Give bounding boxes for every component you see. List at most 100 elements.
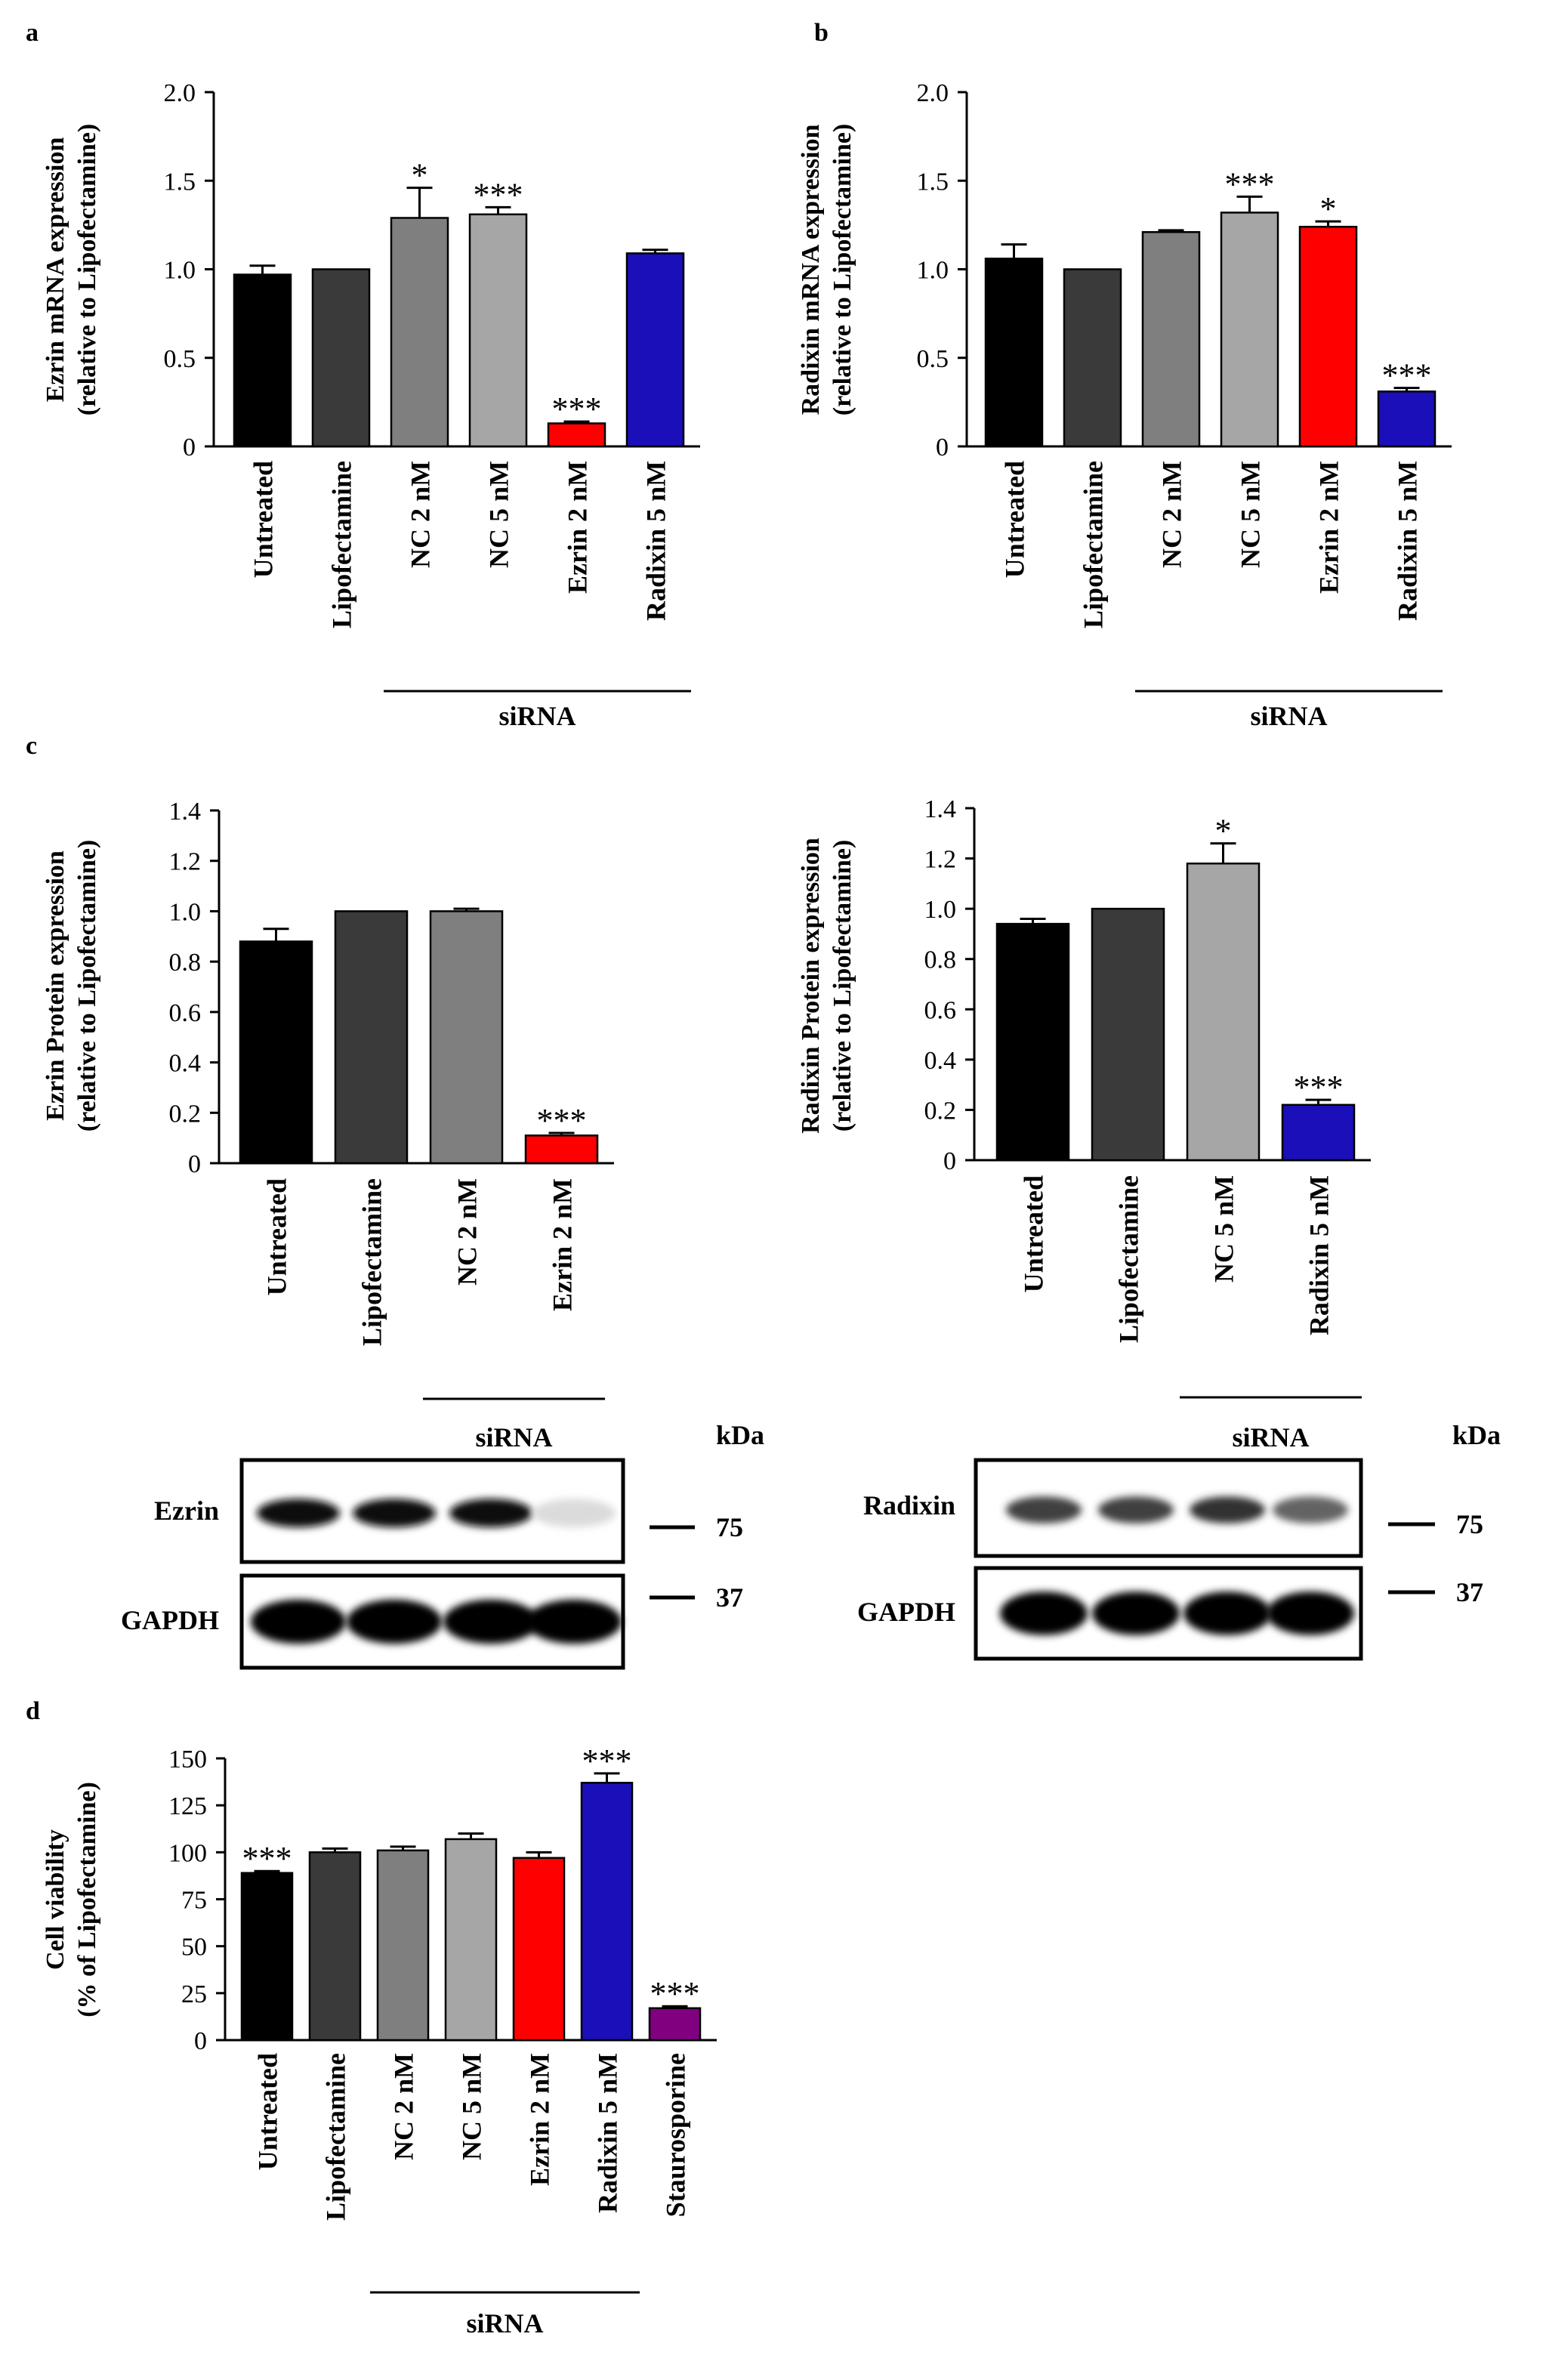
y-tick-label: 0.2	[924, 1097, 957, 1125]
x-category-label: Lipofectamine	[1114, 1175, 1144, 1343]
blot-band	[1000, 1591, 1088, 1635]
y-tick-label: 125	[168, 1792, 207, 1820]
chart-d-cell-viability: 0 25 50 75 100 125 150 Cell viability (% of Lipo…	[42, 1743, 717, 2338]
blot-band	[1273, 1496, 1348, 1523]
bar	[429, 910, 504, 1165]
y-tick-label: 1.2	[924, 846, 957, 874]
significance-label: ***	[1294, 1069, 1344, 1106]
y-tick-label: 75	[181, 1887, 207, 1915]
y-tick-label: 0	[943, 1147, 956, 1175]
y-tick-label: 1.0	[917, 257, 949, 285]
panel-letter-c: c	[26, 732, 37, 760]
western-blot-radixin: Radixin GAPDH kDa 75 37	[857, 1420, 1501, 1661]
bar	[1220, 211, 1279, 448]
marker-label: 75	[716, 1512, 743, 1542]
bar	[390, 217, 449, 448]
x-category-label: NC 2 nM	[389, 2053, 419, 2160]
chart-a-ezrin-mrna: 0 0.5 1.0 1.5 2.0 Ezrin mRNA expression (relat…	[42, 79, 700, 731]
y-tick-label: 2.0	[917, 79, 949, 107]
y-tick-label: 0	[183, 434, 196, 461]
y-axis-title-line2: (relative to Lipofectamine)	[73, 124, 101, 415]
y-tick-label: 1.5	[164, 168, 196, 196]
blot-band	[257, 1499, 340, 1528]
x-category-label: Ezrin 2 nM	[1314, 461, 1344, 594]
bar	[625, 252, 685, 448]
y-tick-label: 25	[181, 1980, 207, 2008]
blot-loading-control-label: GAPDH	[857, 1597, 955, 1627]
marker-label: 37	[716, 1582, 743, 1613]
y-axis-title: Cell viability (% of Lipofectamine)	[42, 1782, 101, 2017]
y-axis-title-line1: Cell viability	[42, 1829, 69, 1970]
y-tick-label: 0.8	[924, 946, 957, 974]
y-axis-title-line1: Ezrin Protein expression	[42, 850, 69, 1121]
bar	[233, 273, 292, 448]
x-category-label: NC 2 nM	[452, 1178, 483, 1286]
blot-band	[526, 1599, 622, 1644]
panel-letter-a: a	[26, 19, 39, 47]
significance-label: ***	[650, 1975, 700, 2012]
blot-band	[532, 1499, 616, 1528]
y-axis-title-line2: (relative to Lipofectamine)	[829, 840, 856, 1131]
bar	[524, 1134, 599, 1165]
x-category-label: Radixin 5 nM	[1304, 1175, 1335, 1335]
y-tick-label: 1.0	[164, 257, 196, 285]
chart-c-radixin-protein: 0 0.2 0.4 0.6 0.8 1.0 1.2 1.4 Radixin Protein ex…	[797, 795, 1371, 1452]
x-category-label: Ezrin 2 nM	[563, 461, 593, 594]
y-tick-label: 1.0	[924, 896, 957, 924]
significance-label: ***	[474, 176, 523, 213]
blot-band	[1190, 1496, 1265, 1523]
western-blot-ezrin: Ezrin GAPDH kDa 75 37	[121, 1420, 764, 1670]
blot-band	[1006, 1496, 1082, 1523]
blot-band	[1183, 1591, 1271, 1635]
panel-letter-d: d	[26, 1697, 40, 1725]
kda-title: kDa	[1452, 1420, 1501, 1450]
blot-band	[1098, 1496, 1174, 1523]
bar	[1141, 231, 1201, 448]
y-tick-label: 1.5	[917, 168, 949, 196]
bar	[1186, 862, 1261, 1162]
y-axis-title-line2: (% of Lipofectamine)	[73, 1782, 101, 2017]
panel-letter-b: b	[814, 19, 829, 47]
bar	[468, 213, 528, 448]
y-tick-label: 0.5	[917, 345, 949, 373]
y-tick-label: 0.5	[164, 345, 196, 373]
y-axis-title: Ezrin Protein expression (relative to Lip…	[42, 840, 101, 1131]
x-category-label: NC 5 nM	[1236, 461, 1266, 568]
y-axis-title-line1: Radixin Protein expression	[797, 838, 825, 1134]
blot-band	[449, 1499, 532, 1528]
y-tick-label: 0	[936, 434, 949, 461]
y-tick-label: 1.4	[924, 795, 957, 823]
y-tick-label: 0	[188, 1150, 201, 1178]
blot-band	[251, 1599, 346, 1644]
x-category-label: NC 2 nM	[1157, 461, 1187, 568]
bar	[1298, 225, 1358, 448]
bar	[1091, 907, 1165, 1162]
x-category-label: Untreated	[248, 461, 279, 578]
y-tick-label: 50	[181, 1934, 207, 1962]
blot-band	[1267, 1591, 1354, 1635]
y-tick-label: 150	[168, 1746, 207, 1773]
x-category-label: NC 5 nM	[484, 461, 514, 568]
significance-label: *	[412, 157, 428, 194]
y-axis-title-line1: Ezrin mRNA expression	[42, 137, 69, 403]
y-tick-label: 0.4	[169, 1050, 202, 1078]
x-category-label: Lipofectamine	[327, 461, 357, 628]
x-category-label: Radixin 5 nM	[641, 461, 671, 621]
x-category-label: NC 2 nM	[406, 461, 436, 568]
chart-c-ezrin-protein: 0 0.2 0.4 0.6 0.8 1.0 1.2 1.4 Ezrin Protein expr…	[42, 798, 614, 1452]
blot-band	[347, 1599, 442, 1644]
y-tick-label: 0.6	[924, 996, 957, 1024]
y-axis-title-line1: Radixin mRNA expression	[797, 125, 825, 415]
x-category-label: Staurosporine	[661, 2053, 691, 2217]
y-tick-label: 1.2	[169, 848, 202, 876]
blot-protein-label: Radixin	[863, 1490, 955, 1520]
x-category-label: Radixin 5 nM	[1393, 461, 1423, 621]
y-tick-label: 0.4	[924, 1047, 957, 1075]
significance-label: ***	[1225, 165, 1275, 202]
bar	[580, 1782, 634, 2042]
significance-label: ***	[552, 390, 602, 428]
marker-label: 75	[1456, 1509, 1483, 1539]
bar	[376, 1849, 430, 2042]
y-tick-label: 0.2	[169, 1100, 202, 1128]
